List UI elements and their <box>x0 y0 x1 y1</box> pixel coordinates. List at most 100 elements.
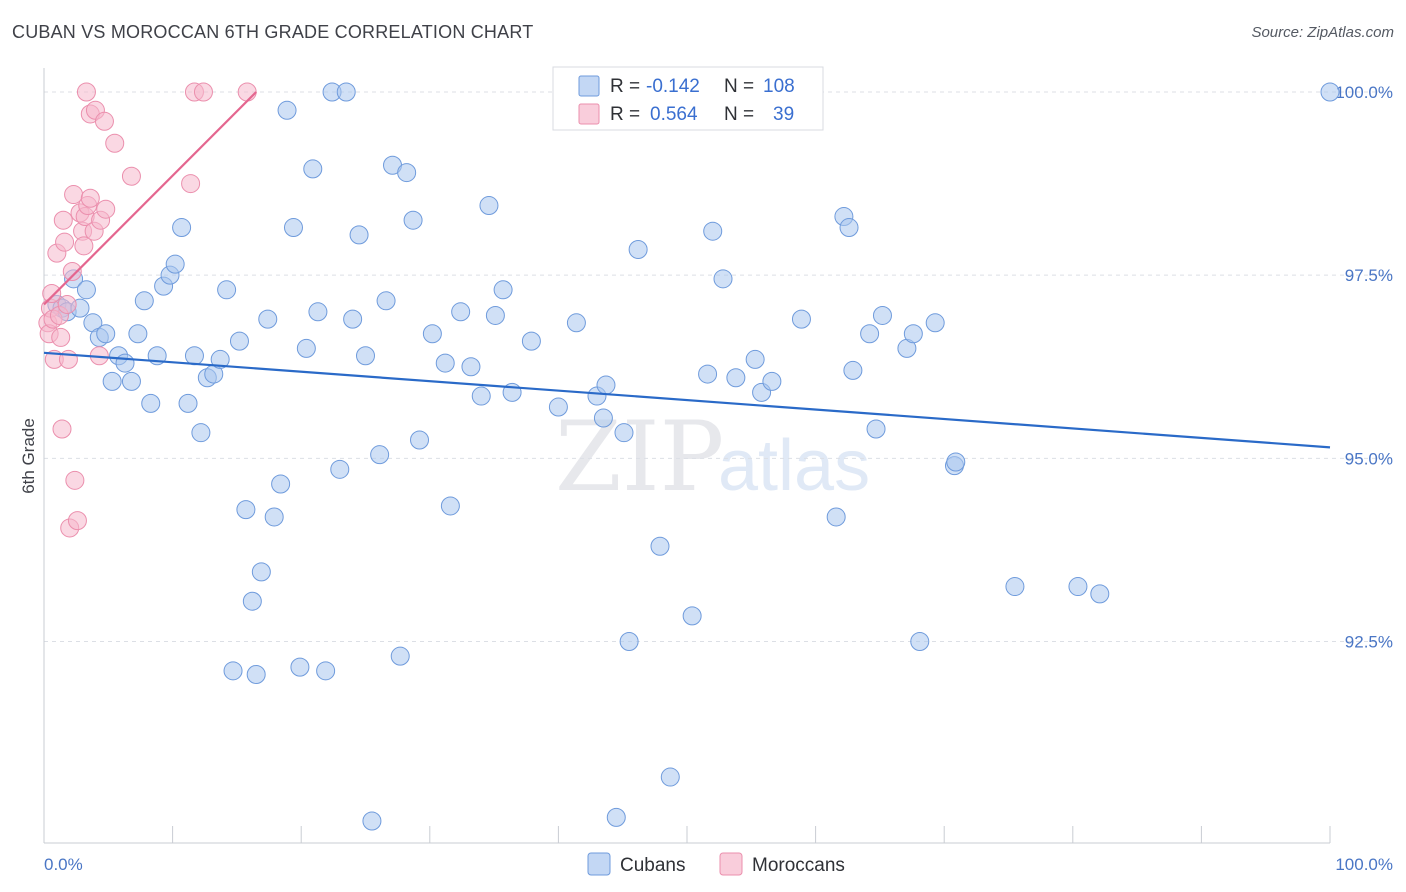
cuban-point <box>660 767 680 787</box>
cuban-point <box>376 291 396 311</box>
cuban-point <box>839 218 859 238</box>
legend-r-value-moroccans: 0.564 <box>650 104 698 125</box>
cuban-point <box>1068 577 1088 597</box>
cuban-point <box>397 163 417 183</box>
cuban-point <box>866 419 886 439</box>
cuban-point <box>745 349 765 369</box>
moroccan-point <box>76 82 96 102</box>
legend-swatch-moroccans <box>578 103 600 125</box>
legend-label-cubans: Cubans <box>620 855 686 876</box>
cuban-point <box>440 496 460 516</box>
moroccan-point <box>193 82 213 102</box>
cuban-point <box>566 313 586 333</box>
cuban-point <box>451 302 471 322</box>
cuban-point <box>614 423 634 443</box>
source-credit: Source: ZipAtlas.com <box>1251 24 1394 41</box>
cuban-point <box>356 346 375 366</box>
cuban-point <box>1320 82 1340 102</box>
cuban-point <box>172 218 192 238</box>
cuban-point <box>178 393 198 413</box>
cuban-point <box>246 664 266 684</box>
cuban-point <box>102 371 122 391</box>
cuban-point <box>910 632 930 652</box>
trend-line-moroccans <box>43 91 257 306</box>
cuban-point <box>316 661 336 681</box>
cuban-point <box>791 309 811 329</box>
axes <box>43 68 1331 844</box>
cuban-point <box>1005 577 1025 597</box>
cuban-point <box>242 591 262 611</box>
cuban-point <box>330 459 350 479</box>
cuban-point <box>410 430 430 450</box>
cuban-point <box>596 375 616 395</box>
series-cubans <box>47 82 1340 831</box>
cuban-point <box>479 196 499 216</box>
cuban-point <box>191 423 211 443</box>
cuban-point <box>1090 584 1110 604</box>
cuban-point <box>271 474 291 494</box>
moroccan-point <box>237 82 257 102</box>
cuban-point <box>223 661 243 681</box>
cuban-point <box>217 280 237 300</box>
moroccan-point <box>62 261 82 281</box>
trend-line-cubans <box>43 351 1331 449</box>
cuban-point <box>628 240 648 260</box>
legend-n-label-cubans: N = <box>724 76 754 97</box>
cuban-point <box>435 353 455 373</box>
cuban-point <box>485 305 505 325</box>
legend-r-label-moroccans: R = <box>610 104 640 125</box>
moroccan-point <box>96 199 116 219</box>
cuban-point <box>762 371 782 391</box>
cuban-point <box>349 225 369 245</box>
cuban-point <box>422 324 442 344</box>
legend-swatch-cubans-bottom <box>587 852 611 876</box>
x-tick-label: 0.0% <box>44 855 83 874</box>
moroccan-point <box>80 188 100 208</box>
legend-r-value-cubans: -0.142 <box>646 76 700 97</box>
cuban-point <box>872 305 892 325</box>
moroccan-point <box>42 283 62 303</box>
cuban-point <box>903 324 923 344</box>
cuban-point <box>165 254 185 274</box>
cuban-point <box>258 309 278 329</box>
cuban-point <box>296 338 316 358</box>
chart-title: CUBAN VS MOROCCAN 6TH GRADE CORRELATION … <box>12 22 534 42</box>
y-tick-label: 92.5% <box>1345 633 1393 652</box>
cuban-point <box>713 269 733 289</box>
cuban-point <box>96 324 116 344</box>
cuban-point <box>461 357 481 377</box>
cuban-point <box>184 346 204 366</box>
cuban-point <box>121 371 141 391</box>
y-tick-label: 97.5% <box>1345 266 1393 285</box>
x-tick-labels: 0.0% 100.0% <box>44 855 1393 874</box>
cuban-point <box>251 562 271 582</box>
moroccan-point <box>105 133 125 153</box>
cuban-point <box>925 313 945 333</box>
cuban-point <box>390 646 410 666</box>
legend-n-value-cubans: 108 <box>763 76 795 97</box>
cuban-point <box>283 218 303 238</box>
cuban-point <box>726 368 746 388</box>
legend-swatch-moroccans-bottom <box>719 852 743 876</box>
cuban-point <box>303 159 323 179</box>
series-moroccans <box>38 82 257 538</box>
cuban-point <box>493 280 513 300</box>
trend-lines <box>43 91 1331 449</box>
cuban-point <box>308 302 328 322</box>
cuban-point <box>141 393 161 413</box>
cuban-point <box>619 632 639 652</box>
cuban-point <box>606 807 626 827</box>
cuban-point <box>471 386 491 406</box>
moroccan-point <box>181 174 201 194</box>
y-tick-label: 100.0% <box>1335 83 1393 102</box>
moroccan-point <box>53 210 73 230</box>
cuban-point <box>76 280 96 300</box>
moroccan-point <box>55 232 75 252</box>
cuban-point <box>403 210 423 230</box>
cuban-point <box>134 291 154 311</box>
moroccan-point <box>121 166 141 186</box>
cuban-point <box>229 331 249 351</box>
y-axis-title: 6th Grade <box>19 418 38 494</box>
y-tick-label: 95.0% <box>1345 449 1393 468</box>
moroccan-point <box>51 327 71 347</box>
